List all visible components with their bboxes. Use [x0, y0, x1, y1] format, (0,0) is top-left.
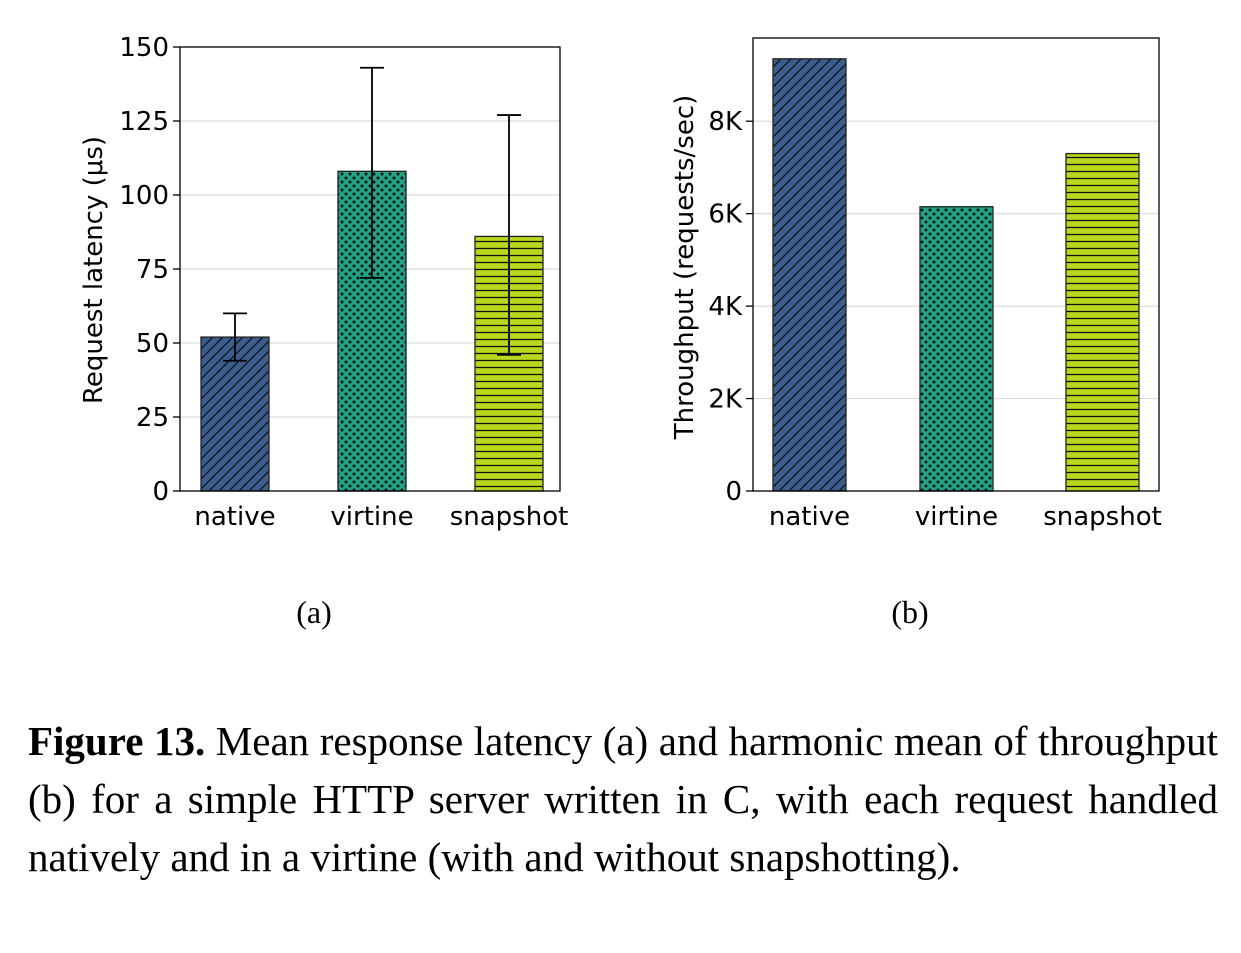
- bar-hatch-virtine: [919, 206, 994, 492]
- y-axis-label: Request latency (μs): [79, 136, 109, 404]
- y-tick-label: 0: [152, 477, 169, 507]
- caption-label: Figure 13.: [28, 718, 206, 764]
- y-tick-label: 150: [119, 33, 169, 63]
- subfigure-label: (b): [891, 594, 928, 630]
- y-tick-label: 100: [119, 181, 169, 211]
- y-tick-label: 0: [725, 477, 742, 507]
- y-tick-label: 8K: [708, 107, 743, 137]
- y-tick-label: 25: [136, 403, 169, 433]
- y-tick-label: 4K: [708, 292, 743, 322]
- x-tick-label-virtine: virtine: [915, 502, 998, 532]
- y-tick-label: 125: [119, 107, 169, 137]
- y-tick-label: 6K: [708, 200, 743, 230]
- subfigure-label: (a): [296, 594, 332, 630]
- bar-hatch-native: [772, 58, 847, 492]
- caption-text: Mean response latency (a) and harmonic m…: [28, 718, 1218, 880]
- x-tick-label-snapshot: snapshot: [450, 502, 569, 532]
- figure-caption: Figure 13. Mean response latency (a) and…: [28, 712, 1218, 886]
- charts-svg: 0 25 50 75 100 125 150 native virtine snapshot Req…: [79, 33, 1162, 630]
- y-tick-label: 75: [136, 255, 169, 285]
- x-tick-label-native: native: [194, 502, 275, 532]
- latency-chart: 0 25 50 75 100 125 150 native virtine snapshot Req…: [79, 33, 568, 630]
- x-tick-label-native: native: [769, 502, 850, 532]
- plot-frame: [179, 46, 561, 492]
- y-axis-label: Throughput (requests/sec): [670, 95, 700, 441]
- y-tick-label: 50: [136, 329, 169, 359]
- bar-hatch-snapshot: [1065, 152, 1140, 492]
- throughput-chart: 0 2K 4K 6K 8K native virtine snapshot Throughput…: [670, 37, 1162, 630]
- x-tick-label-snapshot: snapshot: [1043, 502, 1162, 532]
- plot-frame: [752, 37, 1160, 492]
- y-tick-label: 2K: [708, 385, 743, 415]
- x-tick-label-virtine: virtine: [330, 502, 413, 532]
